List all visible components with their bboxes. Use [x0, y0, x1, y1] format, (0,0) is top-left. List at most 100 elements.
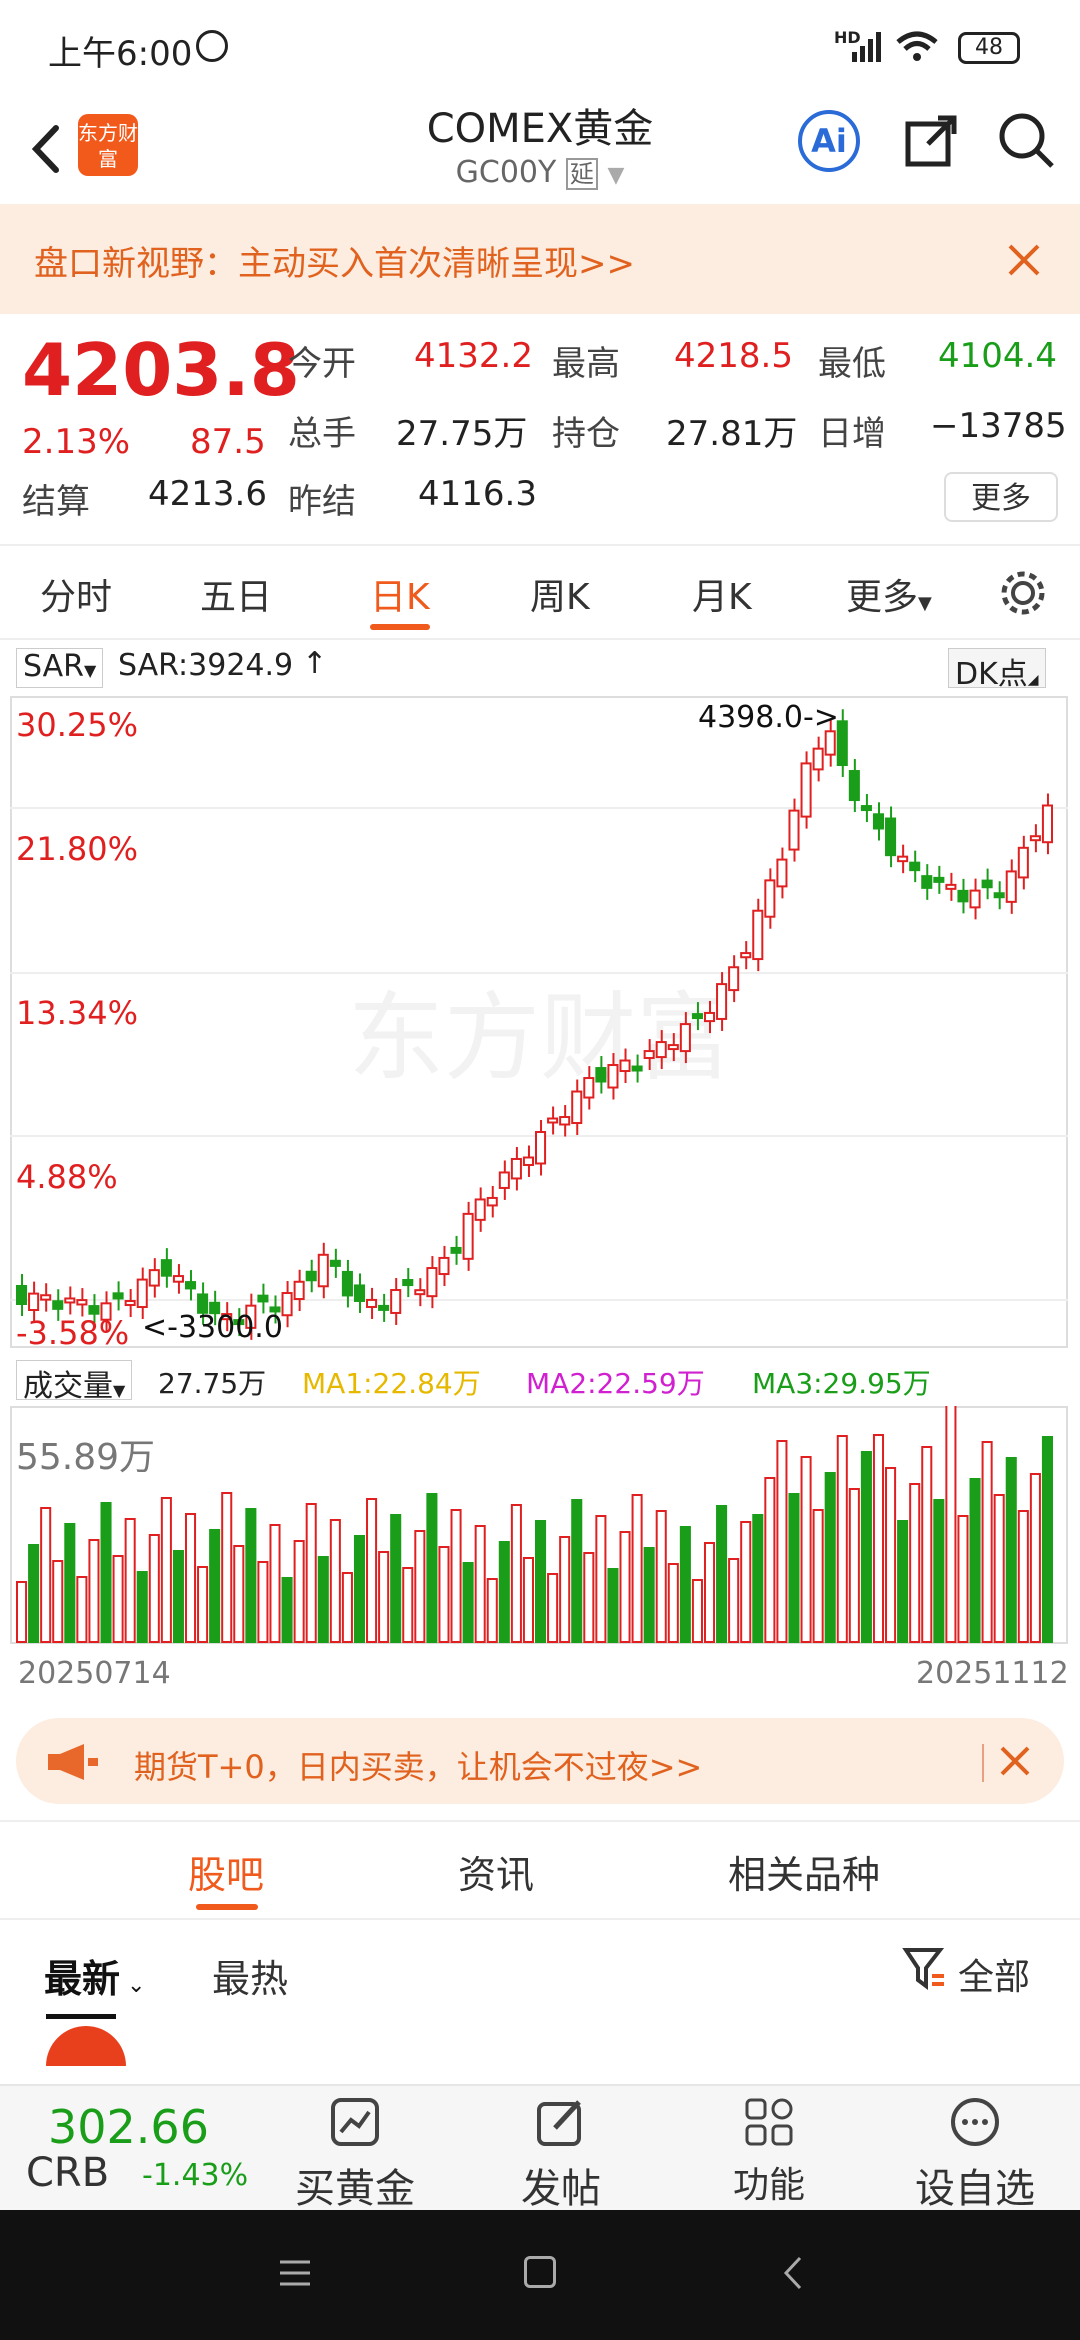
close-icon[interactable] [982, 1744, 1032, 1782]
caret-down-icon: ▼ [113, 1381, 126, 1400]
trading-ad-banner[interactable]: 期货T+0，日内买卖，让机会不过夜>> [16, 1718, 1064, 1804]
sort-latest[interactable]: 最新 ⌄ [44, 1948, 145, 2003]
search-button[interactable] [996, 110, 1056, 174]
caret-down-icon: ▼ [83, 661, 97, 680]
candle [124, 1300, 136, 1307]
tab-related[interactable]: 相关品种 [728, 1853, 881, 1897]
sort-hottest[interactable]: 最热 [212, 1957, 289, 2001]
open-interest-label: 持仓 [552, 414, 620, 454]
candle [848, 770, 860, 802]
candle [824, 730, 836, 756]
volume-bar [631, 1494, 643, 1643]
avatar [46, 2026, 126, 2066]
volume-bar [812, 1509, 824, 1643]
ai-button[interactable]: Ai [798, 110, 860, 172]
tab-forum[interactable]: 股吧 [188, 1853, 265, 1897]
volume-bar [462, 1562, 474, 1643]
candle [28, 1292, 40, 1311]
volume-bar [293, 1540, 305, 1643]
volume-bar [788, 1493, 800, 1643]
candle [643, 1050, 655, 1060]
bottom-navigation: 302.66 CRB -1.43% 买黄金 发帖 功能 设自选 [0, 2084, 1080, 2212]
volume-bar [595, 1515, 607, 1643]
volume-bar [655, 1510, 667, 1643]
volume-bar [52, 1560, 64, 1643]
volume-bar [993, 1494, 1005, 1643]
candle [860, 805, 872, 812]
kline-chart[interactable]: 东方财富 [10, 696, 1068, 1348]
nav-functions[interactable]: 功能 [694, 2096, 844, 2208]
volume-bar [619, 1531, 631, 1643]
tab-daily-k[interactable]: 日K [370, 577, 430, 618]
close-icon[interactable] [1006, 242, 1042, 282]
volume-bar [40, 1507, 52, 1643]
volume-bar [716, 1505, 728, 1643]
home-icon[interactable] [524, 2256, 556, 2288]
candle [679, 1023, 691, 1053]
tab-weekly-k[interactable]: 周K [530, 577, 590, 618]
watermark: 东方财富 [348, 985, 732, 1092]
volume-bar [76, 1576, 88, 1643]
volume-bar [414, 1530, 426, 1643]
nav-buy-gold[interactable]: 买黄金 [280, 2096, 430, 2214]
volume-bar [535, 1520, 547, 1643]
crb-index-widget[interactable]: 302.66 CRB -1.43% [22, 2100, 262, 2200]
volume-bar [933, 1499, 945, 1643]
nav-add-watchlist[interactable]: 设自选 [900, 2096, 1050, 2214]
promo-banner[interactable]: 盘口新视野：主动买入首次清晰呈现>> [0, 204, 1080, 314]
daily-increase-value: −13785 [930, 406, 1067, 446]
tab-five-day[interactable]: 五日 [200, 577, 273, 618]
candle [619, 1059, 631, 1073]
more-button[interactable]: 更多 [944, 472, 1058, 522]
volume-bar [402, 1567, 414, 1643]
candle [909, 861, 921, 872]
dk-point-toggle[interactable]: DK点◢ [948, 648, 1046, 692]
y-label-5: -3.58% [16, 1314, 130, 1352]
back-icon[interactable] [780, 2256, 804, 2294]
contract-code[interactable]: GC00Y 延 ▼ [0, 154, 1080, 190]
volume-bar [764, 1477, 776, 1643]
candle [559, 1116, 571, 1126]
tab-monthly-k[interactable]: 月K [692, 577, 752, 618]
candle [378, 1304, 390, 1311]
tab-more[interactable]: 更多▼ [846, 568, 932, 620]
candle [510, 1157, 522, 1180]
ma3-value: MA3:29.95万 [752, 1367, 931, 1400]
back-arrow-icon [31, 125, 59, 173]
nav-post[interactable]: 发帖 [486, 2096, 636, 2214]
caret-down-icon: ▼ [918, 593, 932, 614]
open-interest-value: 27.81万 [666, 414, 798, 454]
volume-indicator-label: 成交量 [23, 1369, 113, 1404]
candle [209, 1301, 221, 1315]
volume-value: 27.75万 [396, 414, 528, 454]
candle [740, 952, 752, 959]
settings-button[interactable] [998, 568, 1048, 622]
high-value: 4218.5 [674, 336, 793, 376]
date-start-label: 20250714 [18, 1656, 171, 1691]
volume-bar [860, 1451, 872, 1643]
candle [933, 876, 945, 883]
volume-bar [172, 1550, 184, 1643]
volume-bar [921, 1446, 933, 1643]
volume-chart[interactable] [10, 1406, 1068, 1646]
candle [88, 1305, 100, 1315]
low-marker: <-3300.0 [142, 1310, 283, 1345]
menu-icon[interactable] [278, 2258, 312, 2292]
filter-all-label[interactable]: 全部 [958, 1957, 1031, 1998]
signal-icon: HD [834, 28, 861, 47]
tab-news[interactable]: 资讯 [458, 1853, 535, 1897]
filter-icon [902, 1948, 945, 1990]
candle [535, 1131, 547, 1165]
share-button[interactable] [902, 110, 962, 174]
indicator-select[interactable]: SAR▼ [16, 648, 104, 688]
volume-indicator-select[interactable]: 成交量▼ [16, 1360, 133, 1404]
volume-bar [221, 1492, 233, 1643]
filter-button[interactable] [902, 1944, 946, 1996]
volume-bar [474, 1525, 486, 1643]
tab-intraday[interactable]: 分时 [40, 577, 113, 618]
candle [607, 1064, 619, 1089]
back-button[interactable] [22, 114, 72, 184]
volume-bar [571, 1499, 583, 1643]
volume-bar [112, 1555, 124, 1643]
header: COMEX黄金 GC00Y 延 ▼ 东方财富 Ai [0, 96, 1080, 204]
